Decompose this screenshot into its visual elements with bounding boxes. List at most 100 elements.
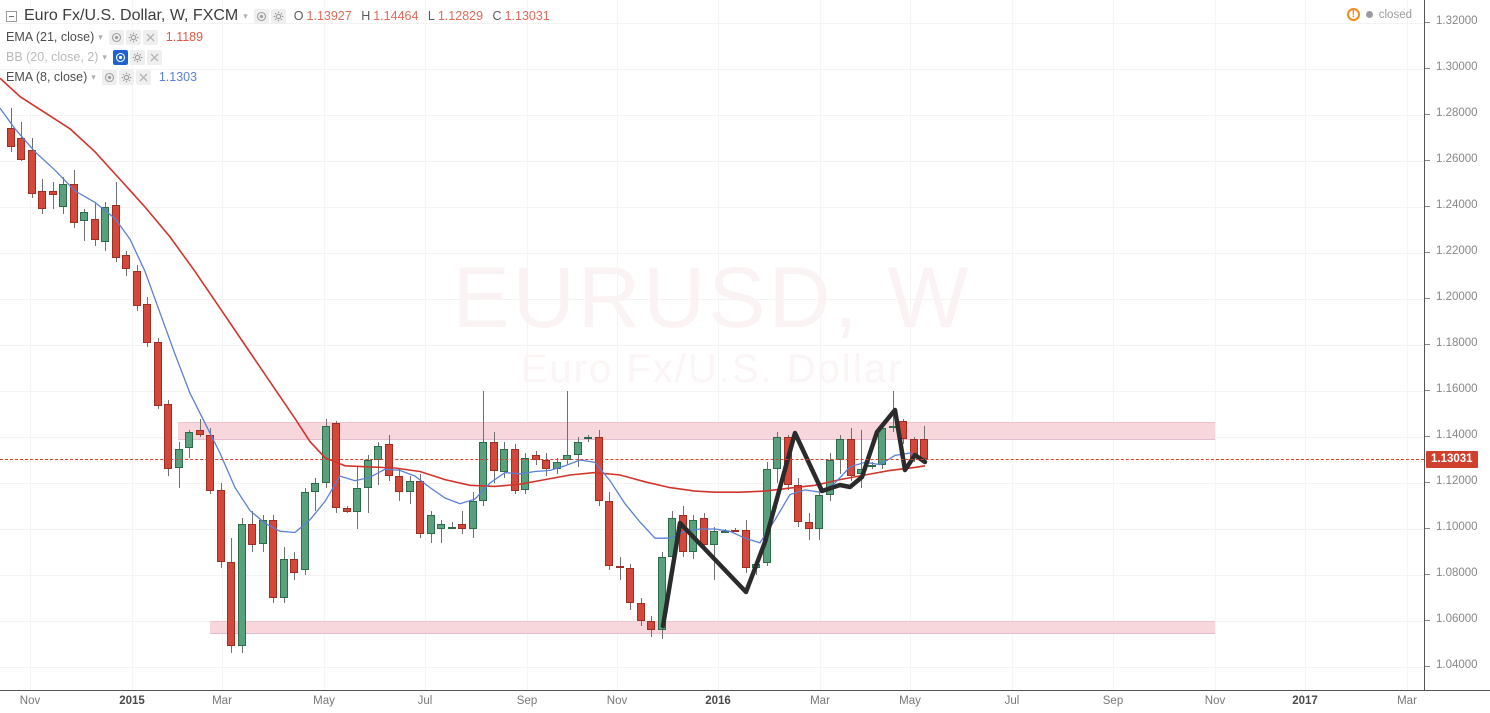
- candle-body-bullish: [826, 460, 834, 495]
- gridline-horizontal: [0, 299, 1424, 300]
- eye-icon[interactable]: [101, 69, 117, 85]
- price-axis-label: 1.18000: [1436, 337, 1478, 349]
- candle-wick: [861, 430, 862, 488]
- price-zone-resistance[interactable]: [178, 422, 1215, 441]
- tick-mark: [1425, 436, 1430, 437]
- chevron-down-icon[interactable]: ▾: [91, 71, 96, 82]
- candle-body-bullish: [280, 558, 288, 598]
- tick-mark: [1425, 390, 1430, 391]
- time-axis-label: Nov: [19, 695, 41, 707]
- candle-body-bullish: [868, 464, 876, 467]
- gridline-vertical: [222, 0, 223, 690]
- tick-mark: [1425, 160, 1430, 161]
- candle-body-bearish: [269, 519, 277, 598]
- candle-body-bearish: [626, 568, 634, 603]
- candle-body-bearish: [395, 476, 403, 493]
- candle-body-bearish: [217, 489, 225, 563]
- price-axis-label: 1.04000: [1436, 659, 1478, 671]
- legend-indicator-row[interactable]: BB (20, close, 2) ▾: [6, 47, 550, 67]
- candle-body-bearish: [112, 204, 120, 258]
- eye-icon[interactable]: [108, 29, 124, 45]
- ohlc-close-value: 1.13031: [504, 9, 550, 23]
- gridline-vertical: [1215, 0, 1216, 690]
- gear-icon[interactable]: [270, 8, 286, 24]
- candle-body-bullish: [59, 184, 67, 207]
- indicator-value: 1.1303: [158, 70, 198, 84]
- ohlc-close-label: C: [492, 9, 502, 23]
- close-icon[interactable]: [146, 49, 162, 65]
- candle-body-bearish: [332, 423, 340, 509]
- price-axis-label: 1.12000: [1436, 475, 1478, 487]
- candle-body-bullish: [658, 556, 666, 631]
- time-axis-label: May: [313, 695, 335, 707]
- zigzag-line: [660, 407, 928, 629]
- time-axis-label: Sep: [516, 695, 538, 707]
- time-axis-label: Jul: [417, 695, 433, 707]
- candle-body-bearish: [28, 149, 36, 195]
- indicator-name[interactable]: EMA (8, close): [6, 70, 88, 84]
- eye-icon[interactable]: [253, 8, 269, 24]
- candle-body-bearish: [196, 430, 204, 435]
- candle-wick: [462, 510, 463, 534]
- price-axis-label: 1.30000: [1436, 61, 1478, 73]
- symbol-title[interactable]: Euro Fx/U.S. Dollar, W, FXCM: [24, 7, 239, 24]
- candle-body-bearish: [595, 437, 603, 502]
- indicator-name[interactable]: EMA (21, close): [6, 30, 95, 44]
- candle-body-bearish: [227, 562, 235, 647]
- eye-icon[interactable]: [112, 49, 128, 65]
- gridline-vertical: [425, 0, 426, 690]
- candle-body-bullish: [238, 524, 246, 647]
- market-status: ! closed: [1346, 8, 1412, 21]
- candle-wick: [200, 418, 201, 437]
- collapse-icon[interactable]: [6, 10, 17, 22]
- close-icon[interactable]: [135, 69, 151, 85]
- price-axis-label: 1.24000: [1436, 199, 1478, 211]
- time-axis-label: May: [899, 695, 921, 707]
- candle-body-bearish: [490, 441, 498, 472]
- candle-wick: [53, 181, 54, 210]
- gridline-horizontal: [0, 23, 1424, 24]
- gridline-horizontal: [0, 69, 1424, 70]
- price-axis-label: 1.10000: [1436, 521, 1478, 533]
- legend-indicator-row[interactable]: EMA (21, close) ▾ 1.1189: [6, 27, 550, 47]
- gridline-vertical: [617, 0, 618, 690]
- chevron-down-icon[interactable]: ▾: [102, 51, 107, 62]
- warning-icon[interactable]: !: [1346, 8, 1360, 21]
- tick-mark: [1425, 666, 1430, 667]
- gear-icon[interactable]: [129, 49, 145, 65]
- candle-body-bearish: [794, 485, 802, 523]
- gridline-horizontal: [0, 483, 1424, 484]
- gear-icon[interactable]: [118, 69, 134, 85]
- candle-body-bearish: [616, 565, 624, 569]
- time-axis[interactable]: Nov 2015 Mar May Jul Sep Nov 2016 Mar May Jul Sep No…: [0, 690, 1490, 713]
- price-axis[interactable]: 1.32000 1.30000 1.28000 1.26000 1.24000 1.220…: [1424, 0, 1490, 690]
- tick-mark: [1425, 252, 1430, 253]
- candle-body-bullish: [584, 437, 592, 440]
- current-price-label[interactable]: 1.13031: [1426, 451, 1478, 469]
- chevron-down-icon[interactable]: ▾: [98, 31, 103, 42]
- candle-body-bearish: [206, 434, 214, 492]
- indicator-name[interactable]: BB (20, close, 2): [6, 50, 99, 64]
- candle-wick: [620, 556, 621, 580]
- close-icon[interactable]: [142, 29, 158, 45]
- ohlc-readout: O 1.13927 H 1.14464 L 1.12829 C 1.13031: [294, 9, 550, 23]
- status-badge: closed: [1378, 8, 1412, 21]
- chevron-down-icon[interactable]: ▾: [243, 10, 248, 21]
- candle-wick: [315, 478, 316, 511]
- price-zone-support[interactable]: [210, 621, 1215, 634]
- candle-body-bullish: [406, 480, 414, 493]
- legend-indicator-row[interactable]: EMA (8, close) ▾ 1.1303: [6, 67, 550, 87]
- gear-icon[interactable]: [125, 29, 141, 45]
- candle-body-bullish: [364, 460, 372, 488]
- candle-body-bearish: [416, 480, 424, 534]
- chart-plot-area[interactable]: EURUSD, W Euro Fx/U.S. Dollar: [0, 0, 1424, 690]
- gridline-vertical: [820, 0, 821, 690]
- tick-mark: [1425, 68, 1430, 69]
- candle-body-bearish: [133, 271, 141, 306]
- ohlc-low-value: 1.12829: [437, 9, 484, 23]
- legend-symbol-row[interactable]: Euro Fx/U.S. Dollar, W, FXCM ▾ O 1.13927 …: [6, 5, 550, 27]
- gridline-horizontal: [0, 391, 1424, 392]
- ohlc-high-label: H: [361, 9, 371, 23]
- candle-body-bullish: [427, 515, 435, 534]
